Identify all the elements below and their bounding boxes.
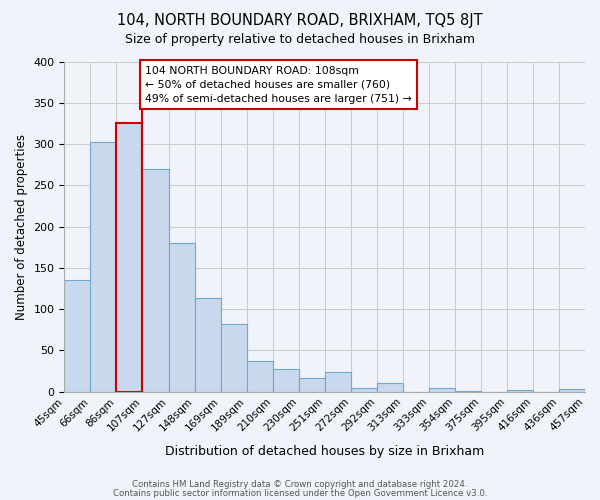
X-axis label: Distribution of detached houses by size in Brixham: Distribution of detached houses by size …	[165, 444, 484, 458]
Bar	[559, 389, 585, 392]
Bar	[221, 324, 247, 392]
Bar	[116, 124, 142, 392]
Text: Contains HM Land Registry data © Crown copyright and database right 2024.: Contains HM Land Registry data © Crown c…	[132, 480, 468, 489]
Bar	[247, 361, 272, 392]
Bar	[299, 378, 325, 392]
Bar	[429, 388, 455, 392]
Bar	[325, 372, 351, 392]
Text: 104 NORTH BOUNDARY ROAD: 108sqm
← 50% of detached houses are smaller (760)
49% o: 104 NORTH BOUNDARY ROAD: 108sqm ← 50% of…	[145, 66, 412, 104]
Bar	[194, 298, 221, 392]
Bar	[64, 280, 91, 392]
Bar	[142, 169, 169, 392]
Bar	[507, 390, 533, 392]
Text: Contains public sector information licensed under the Open Government Licence v3: Contains public sector information licen…	[113, 488, 487, 498]
Text: 104, NORTH BOUNDARY ROAD, BRIXHAM, TQ5 8JT: 104, NORTH BOUNDARY ROAD, BRIXHAM, TQ5 8…	[117, 12, 483, 28]
Bar	[272, 370, 299, 392]
Bar	[91, 142, 116, 392]
Bar	[455, 391, 481, 392]
Y-axis label: Number of detached properties: Number of detached properties	[15, 134, 28, 320]
Text: Size of property relative to detached houses in Brixham: Size of property relative to detached ho…	[125, 32, 475, 46]
Bar	[377, 384, 403, 392]
Bar	[169, 243, 194, 392]
Bar	[351, 388, 377, 392]
